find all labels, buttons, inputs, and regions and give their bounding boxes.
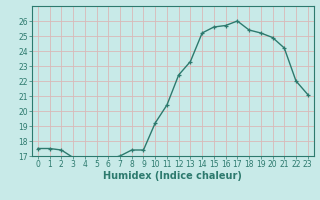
X-axis label: Humidex (Indice chaleur): Humidex (Indice chaleur) xyxy=(103,171,242,181)
